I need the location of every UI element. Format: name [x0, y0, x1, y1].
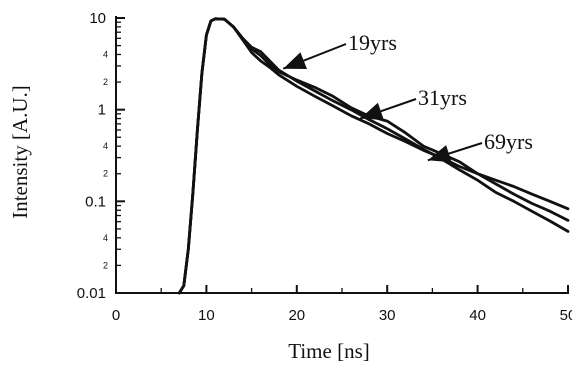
annotation-arrowhead — [427, 145, 452, 163]
axes — [115, 16, 568, 294]
annotation-arrowhead — [283, 52, 307, 69]
y-minor-tick-label: 4 — [103, 233, 108, 243]
annotation-label: 31yrs — [418, 85, 467, 110]
x-axis-title: Time [ns] — [288, 339, 370, 363]
y-minor-tick-label: 2 — [103, 260, 108, 270]
tick-marks — [115, 17, 569, 294]
y-minor-tick-label: 2 — [103, 77, 108, 87]
y-minor-tick-label: 2 — [103, 169, 108, 179]
series-layer — [177, 17, 570, 295]
x-tick-label: 20 — [288, 307, 305, 324]
x-tick-label: 0 — [112, 307, 120, 324]
annotation-label: 69yrs — [484, 129, 533, 154]
y-axis-title: Intensity [A.U.] — [8, 85, 32, 219]
annotation-arrowhead — [360, 102, 384, 120]
y-tick-label: 0.01 — [77, 285, 106, 302]
x-tick-label: 50 — [560, 307, 572, 324]
annotation-label: 19yrs — [348, 30, 397, 55]
series-line-31yrs — [177, 17, 570, 295]
x-tick-label: 30 — [379, 307, 396, 324]
x-tick-label: 10 — [198, 307, 215, 324]
annotation-layer: 19yrs 31yrs 69yrs — [282, 30, 533, 163]
y-tick-label: 1 — [98, 102, 106, 119]
series-line-19yrs — [177, 17, 570, 295]
y-minor-tick-label: 4 — [103, 49, 108, 59]
tick-labels: 0.010.111024242401020304050 — [77, 10, 572, 324]
x-tick-label: 40 — [469, 307, 486, 324]
y-tick-label: 0.1 — [85, 193, 106, 210]
y-minor-tick-label: 4 — [103, 141, 108, 151]
y-tick-label: 10 — [89, 10, 106, 27]
series-line-69yrs — [177, 17, 570, 295]
